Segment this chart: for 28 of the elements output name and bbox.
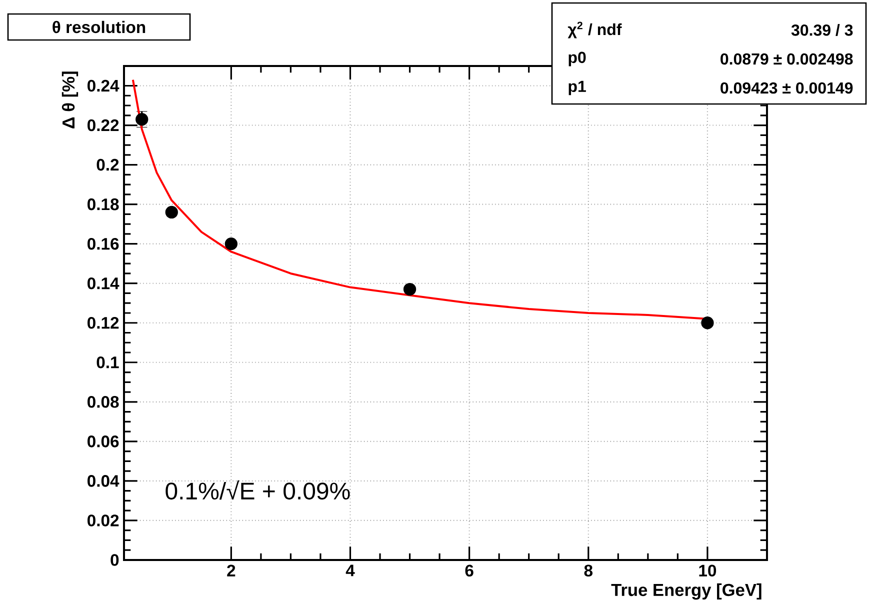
y-tick-label: 0.16 <box>88 238 119 250</box>
y-axis-title: Δ θ [%] <box>62 72 78 128</box>
y-tick-label: 0.06 <box>88 436 119 448</box>
y-tick-label: 0.22 <box>88 119 119 132</box>
x-tick-label: 6 <box>465 564 474 576</box>
text: 30.39 / 3 <box>791 24 853 36</box>
x-tick-label: 4 <box>346 564 355 576</box>
y-tick-label: 0.12 <box>88 316 119 329</box>
x-tick-label: 10 <box>699 564 716 576</box>
x-axis-title: True Energy [GeV] <box>611 583 762 600</box>
y-tick-label: 0.08 <box>88 396 119 408</box>
y-tick-label: 0.02 <box>88 514 119 526</box>
text: 0.0879 ± 0.002498 <box>720 53 853 65</box>
y-tick-label: 0.14 <box>88 277 120 290</box>
y-tick-label: 0.24 <box>88 80 120 92</box>
y-tick-label: 0.1 <box>96 356 119 368</box>
annotation: p1 <box>568 80 586 96</box>
x-tick-label: 2 <box>227 564 236 576</box>
y-tick-label: 0.2 <box>96 158 119 171</box>
y-tick-label: 0 <box>110 554 119 566</box>
text: χ$^{2}$ / ndf <box>568 22 622 38</box>
chart-title: θ resolution <box>52 20 146 34</box>
annotation: 0.1%/√E + 0.09% <box>166 480 350 500</box>
annotation: 0.09423 ± 0.00149 <box>720 82 853 94</box>
annotation: p0 <box>568 52 586 66</box>
x-tick-label: 8 <box>584 564 593 576</box>
y-tick-label: 0.18 <box>88 198 119 210</box>
y-tick-label: 0.04 <box>88 475 120 487</box>
